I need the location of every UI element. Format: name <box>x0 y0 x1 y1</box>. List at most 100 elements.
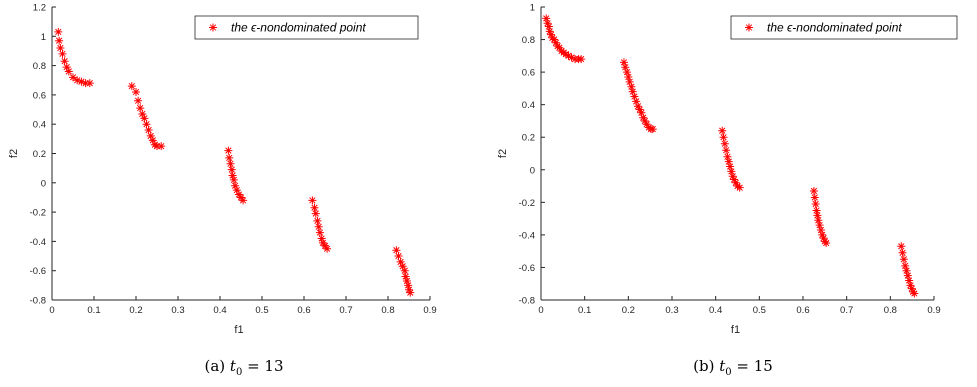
scatter-chart-a: 0 0.1 0.2 0.3 0.4 0.5 0.6 0.7 0.8 0.9 -0.8 -0.6 -0.4… <box>8 3 437 379</box>
data-point <box>226 159 235 168</box>
data-point <box>406 288 415 297</box>
legend-box <box>194 15 419 40</box>
data-point <box>315 228 324 237</box>
data-point <box>224 146 233 155</box>
data-point <box>227 165 236 174</box>
data-point <box>54 27 63 36</box>
caption-subscript: 0 <box>725 367 731 378</box>
x-tick-label: 0.2 <box>622 305 635 316</box>
x-axis-label: f1 <box>731 324 740 336</box>
legend-box <box>730 15 958 40</box>
x-tick-label: 0.7 <box>840 305 853 316</box>
data-point <box>81 79 90 88</box>
data-point <box>401 272 410 281</box>
data-point <box>623 68 632 77</box>
x-tick-label: 0.4 <box>213 305 226 316</box>
data-point <box>402 276 411 285</box>
data-point <box>561 50 570 59</box>
x-tick-label: 0.2 <box>129 305 142 316</box>
x-tick-label: 0.3 <box>665 305 678 316</box>
data-point <box>234 190 243 199</box>
x-tick-label: 0 <box>49 305 54 316</box>
x-axis-label: f1 <box>234 324 243 336</box>
data-point <box>903 271 912 280</box>
x-tick-label: 0.8 <box>884 305 897 316</box>
x-tick-label: 0.1 <box>87 305 100 316</box>
caption-variable: t <box>230 357 237 375</box>
x-tick-label: 0.5 <box>255 305 268 316</box>
y-tick-label: 1 <box>41 32 46 43</box>
data-point <box>555 43 564 52</box>
data-point <box>819 234 828 243</box>
y-tick-label: 0 <box>41 178 46 189</box>
data-point <box>906 281 915 290</box>
data-point <box>85 79 94 88</box>
data-point <box>321 241 329 250</box>
scatter-chart-b: 0 0.1 0.2 0.3 0.4 0.5 0.6 0.7 0.8 0.9 -0.8 -0.6 -0.4… <box>497 3 958 378</box>
y-tick-label: -0.6 <box>30 266 46 277</box>
data-point <box>630 92 639 101</box>
x-tick-label: 0.5 <box>753 305 766 316</box>
caption-value: = 13 <box>242 357 283 375</box>
data-point <box>228 171 237 180</box>
data-point <box>723 152 732 161</box>
y-tick-label: 0.6 <box>33 90 46 101</box>
data-point <box>551 38 560 47</box>
data-point <box>62 63 71 72</box>
y-tick-label: -0.8 <box>30 296 46 307</box>
y-tick-label: 0.4 <box>522 100 535 111</box>
y-tick-label: 0.8 <box>33 61 46 72</box>
data-point <box>813 211 822 220</box>
data-point <box>405 285 413 294</box>
data-point <box>639 113 648 122</box>
data-point <box>398 262 407 271</box>
data-point <box>907 284 916 293</box>
data-point <box>648 125 657 134</box>
data-point <box>138 109 147 118</box>
data-point <box>627 82 636 91</box>
chart-panel-a: 0 0.1 0.2 0.3 0.4 0.5 0.6 0.7 0.8 0.9 -0.8 -0.6 -0.4… <box>0 0 488 387</box>
data-point <box>718 126 727 135</box>
data-point <box>550 35 559 44</box>
data-point <box>619 58 628 67</box>
x-tick-label: 0.9 <box>423 305 436 316</box>
legend-marker <box>745 23 753 32</box>
data-point <box>635 105 644 114</box>
data-point <box>55 36 64 45</box>
caption: (b) t0 = 15 <box>693 357 773 378</box>
data-point <box>731 178 740 187</box>
y-tick-label: 0.6 <box>522 68 535 79</box>
data-point <box>311 209 320 218</box>
data-point <box>73 76 82 85</box>
data-point <box>815 221 824 230</box>
y-tick-label: 0.4 <box>33 120 46 131</box>
data-point <box>310 203 319 212</box>
data-point <box>394 252 403 261</box>
y-tick-label: -0.2 <box>519 198 535 209</box>
y-tick-label: 1 <box>530 3 535 14</box>
data-point <box>632 97 641 106</box>
data-point <box>910 289 919 298</box>
y-tick-label: 0.2 <box>522 133 535 144</box>
data-point <box>726 162 735 171</box>
data-point <box>905 276 914 285</box>
data-point <box>404 281 413 290</box>
data-point <box>56 44 65 53</box>
data-point <box>225 153 234 162</box>
data-point <box>542 14 551 23</box>
data-point <box>64 67 73 76</box>
legend: the ϵ-nondominated point <box>730 15 958 40</box>
data-point <box>720 139 729 148</box>
data-point <box>811 199 820 208</box>
data-point <box>719 133 728 142</box>
data-point <box>567 53 576 62</box>
data-point <box>127 82 136 91</box>
data-point <box>625 77 634 86</box>
data-point <box>897 242 906 251</box>
data-point <box>814 216 823 225</box>
data-point <box>621 63 630 72</box>
data-point <box>809 186 818 195</box>
data-point <box>724 157 733 166</box>
data-point <box>633 102 642 111</box>
caption: (a) t0 = 13 <box>204 357 283 378</box>
